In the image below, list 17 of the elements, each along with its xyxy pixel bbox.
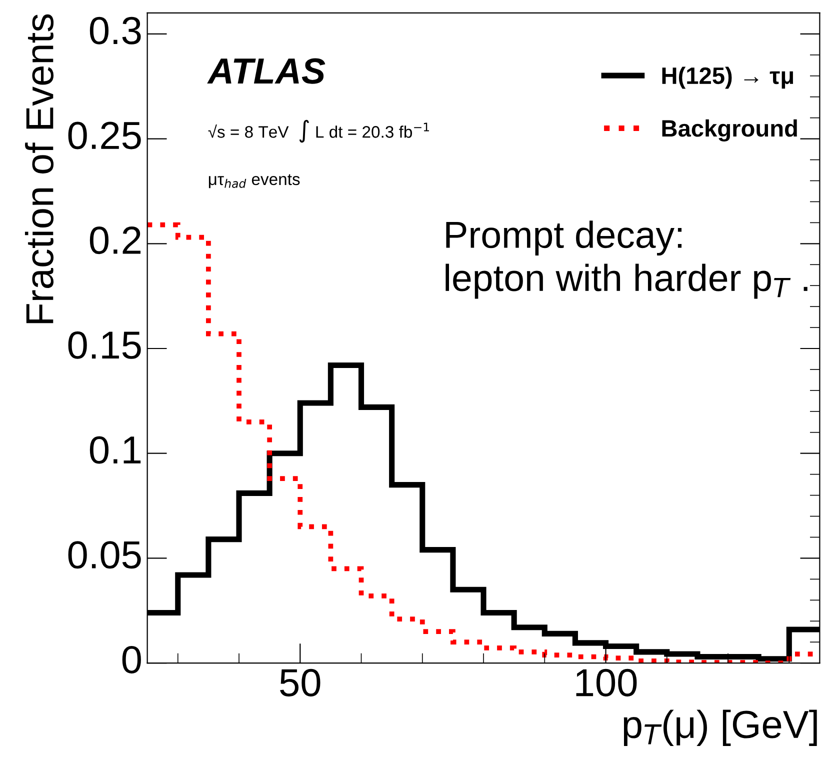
legend-label: H(125) → τμ (662, 66, 794, 89)
annotation: ATLAS (207, 58, 326, 84)
y-tick-label: 0.2 (90, 226, 141, 254)
y-tick-label: 0 (122, 646, 141, 674)
y-tick-label: 0.05 (68, 541, 141, 569)
annotation: √s = 8 TeV ∫ L dt = 20.3 fb$^{−1}$ (208, 120, 429, 143)
y-tick-label: 0.3 (90, 16, 141, 44)
legend-label: Background (662, 119, 797, 142)
annotation: Prompt decay: lepton with harder p$_{T}$ . (446, 220, 808, 299)
x-tick-label: 100 (576, 668, 637, 696)
y-axis-title: Fraction of Events (24, 14, 54, 324)
y-tick-label: 0.25 (68, 122, 141, 150)
y-tick-label: 0.15 (68, 331, 141, 359)
x-tick-label: 50 (280, 668, 320, 696)
annotation: μτ$_{had}$ events (208, 174, 300, 188)
x-axis-title: p$_{T}$(μ) [GeV] (624, 710, 817, 746)
y-tick-label: 0.1 (90, 436, 141, 464)
